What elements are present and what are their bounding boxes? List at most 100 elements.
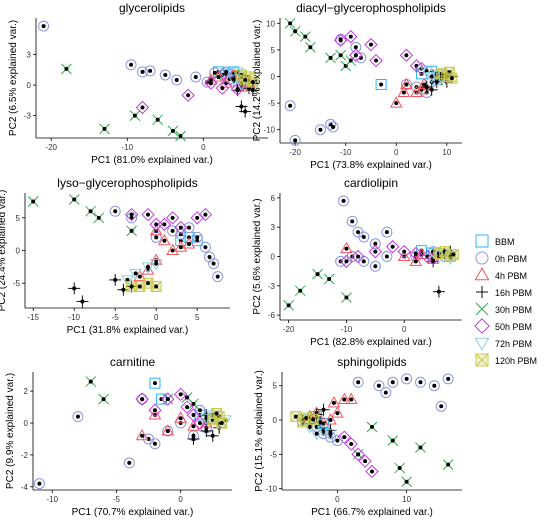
data-point-center	[170, 248, 175, 253]
data-point-center	[140, 69, 145, 74]
x-axis-label: PC1 (82.8% explained var.)	[310, 337, 432, 348]
data-point	[191, 231, 203, 243]
data-point-center	[288, 21, 293, 26]
data-point-center	[349, 442, 354, 447]
data-point-center	[140, 433, 145, 438]
y-tick-label: 5	[273, 382, 278, 391]
x-tick-label: -20	[45, 143, 57, 152]
data-point-center	[231, 77, 236, 82]
data-point	[397, 249, 411, 261]
data-point-center	[72, 197, 77, 202]
y-tick-label: 5	[271, 46, 276, 55]
data-point-center	[361, 234, 366, 239]
x-tick-label: -15	[27, 313, 39, 322]
data-point-center	[125, 277, 130, 282]
chart-title: lyso−glycerophospholipids	[57, 176, 197, 190]
data-point	[72, 411, 84, 423]
data-point	[380, 387, 392, 399]
data-point-center	[185, 395, 190, 400]
data-point	[159, 69, 171, 81]
data-point	[442, 373, 454, 385]
x-tick-label: -5	[113, 495, 121, 504]
data-point-center	[224, 69, 229, 74]
data-point-center	[404, 376, 409, 381]
legend-item-72h-pbm: 72h PBM	[474, 337, 532, 351]
data-point-center	[140, 397, 145, 402]
data-point-center	[170, 228, 175, 233]
y-tick-label: -4	[21, 483, 29, 492]
data-point-center	[170, 215, 175, 220]
data-point	[157, 217, 172, 232]
data-point-center	[208, 81, 213, 86]
data-point	[33, 478, 45, 490]
data-point-center	[434, 79, 439, 84]
x-tick-label: -10	[341, 325, 353, 334]
y-tick-label: -5	[270, 450, 278, 459]
data-point-center	[390, 438, 395, 443]
data-point	[166, 243, 179, 255]
data-point-center	[212, 70, 217, 75]
data-point	[173, 387, 188, 402]
legend-symbol	[476, 286, 488, 298]
data-point	[414, 61, 429, 76]
data-point	[346, 215, 358, 227]
series-16h-pbm	[68, 273, 138, 308]
data-point-center	[344, 246, 349, 251]
y-axis-label: PC2 (14.2% explained var.)	[252, 20, 263, 142]
data-point-center	[191, 401, 196, 406]
data-point-center	[170, 128, 175, 133]
y-axis-label: PC2 (5.6% explained var.)	[252, 198, 263, 314]
data-point	[339, 254, 354, 269]
legend-symbol	[475, 302, 489, 316]
data-point	[180, 400, 194, 414]
data-point	[399, 48, 414, 62]
y-tick-label: 0	[16, 247, 21, 256]
data-point-center	[404, 479, 409, 484]
data-point-center	[214, 411, 219, 416]
data-point	[331, 406, 344, 418]
series-50h-pbm	[124, 207, 213, 235]
data-point-center	[344, 295, 349, 300]
data-point	[124, 207, 139, 222]
x-tick-label: -10	[121, 143, 133, 152]
data-point-center	[64, 66, 69, 71]
series-50h-pbm	[333, 29, 429, 76]
data-point-center	[191, 436, 196, 441]
y-tick-label: -10	[265, 485, 277, 494]
data-point-center	[349, 397, 354, 402]
data-point	[121, 275, 134, 287]
data-point-center	[152, 413, 157, 418]
data-point	[337, 392, 351, 404]
data-point	[314, 124, 326, 136]
data-point-center	[220, 86, 225, 91]
data-point	[219, 76, 233, 88]
series-50h-pbm	[339, 240, 440, 269]
data-point	[350, 41, 362, 53]
series-50h-pbm	[135, 72, 245, 115]
data-point-center	[353, 53, 358, 58]
data-point-center	[370, 424, 374, 429]
data-point	[135, 100, 150, 115]
data-point	[400, 77, 413, 89]
legend-item-16h-pbm: 16h PBM	[476, 286, 532, 298]
legend-symbol	[474, 318, 490, 334]
y-tick-label: 0	[271, 253, 276, 262]
y-tick-label: -2	[21, 451, 29, 460]
data-point-center	[146, 281, 150, 286]
data-point-center	[341, 198, 346, 203]
legend-item-bbm: BBM	[475, 234, 515, 248]
data-point	[333, 33, 348, 48]
data-point-center	[288, 103, 293, 108]
data-point-center	[348, 34, 353, 39]
data-point-center	[41, 24, 46, 29]
x-tick-label: 0	[154, 313, 159, 322]
data-point	[338, 195, 350, 207]
data-point-center	[404, 82, 409, 87]
data-point	[375, 78, 387, 90]
legend-label: 50h PBM	[495, 322, 532, 332]
data-point-center	[215, 274, 220, 279]
data-point	[135, 392, 149, 406]
data-point-center	[298, 288, 303, 293]
data-point	[186, 408, 201, 422]
data-point-center	[446, 462, 451, 467]
